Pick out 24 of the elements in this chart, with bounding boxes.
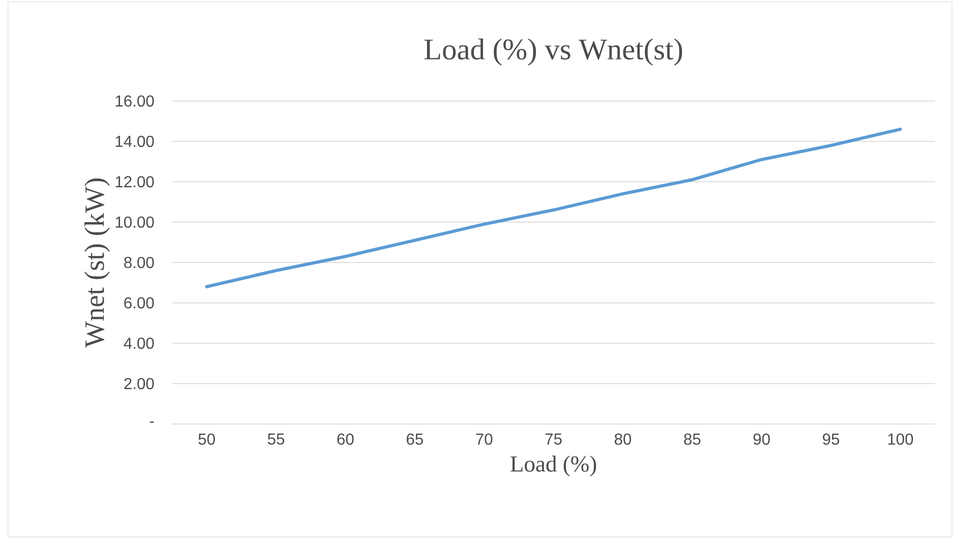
x-tick-label: 100 [888,434,913,445]
x-tick-label: 50 [198,434,215,445]
x-tick-label: 70 [476,434,492,445]
x-tick-label: 65 [406,434,423,445]
x-tick-label: 75 [545,434,562,445]
y-tick-label: 12.00 [116,176,154,188]
y-tick-label: 2.00 [124,378,154,390]
y-tick-label: 6.00 [124,297,154,309]
y-tick-label: 10.00 [116,216,154,228]
y-axis-title: Wnet (st) (kW) [84,178,110,348]
x-tick-label: 90 [753,434,770,445]
y-tick-label: 8.00 [124,256,154,268]
line-series [205,128,902,288]
x-tick-label: 80 [614,434,632,445]
x-tick-label: 60 [337,434,354,445]
x-tick-label: 85 [684,434,700,445]
x-axis-title: Load (%) [510,456,596,476]
y-tick-label: 4.00 [124,338,154,349]
y-tick-label: 16.00 [116,95,154,107]
x-tick-label: 95 [822,434,840,445]
y-tick-label: - [150,422,154,423]
chart-title: Load (%) vs Wnet(st) [424,38,682,66]
x-tick-label: 55 [268,434,284,445]
y-tick-label: 14.00 [116,136,154,148]
